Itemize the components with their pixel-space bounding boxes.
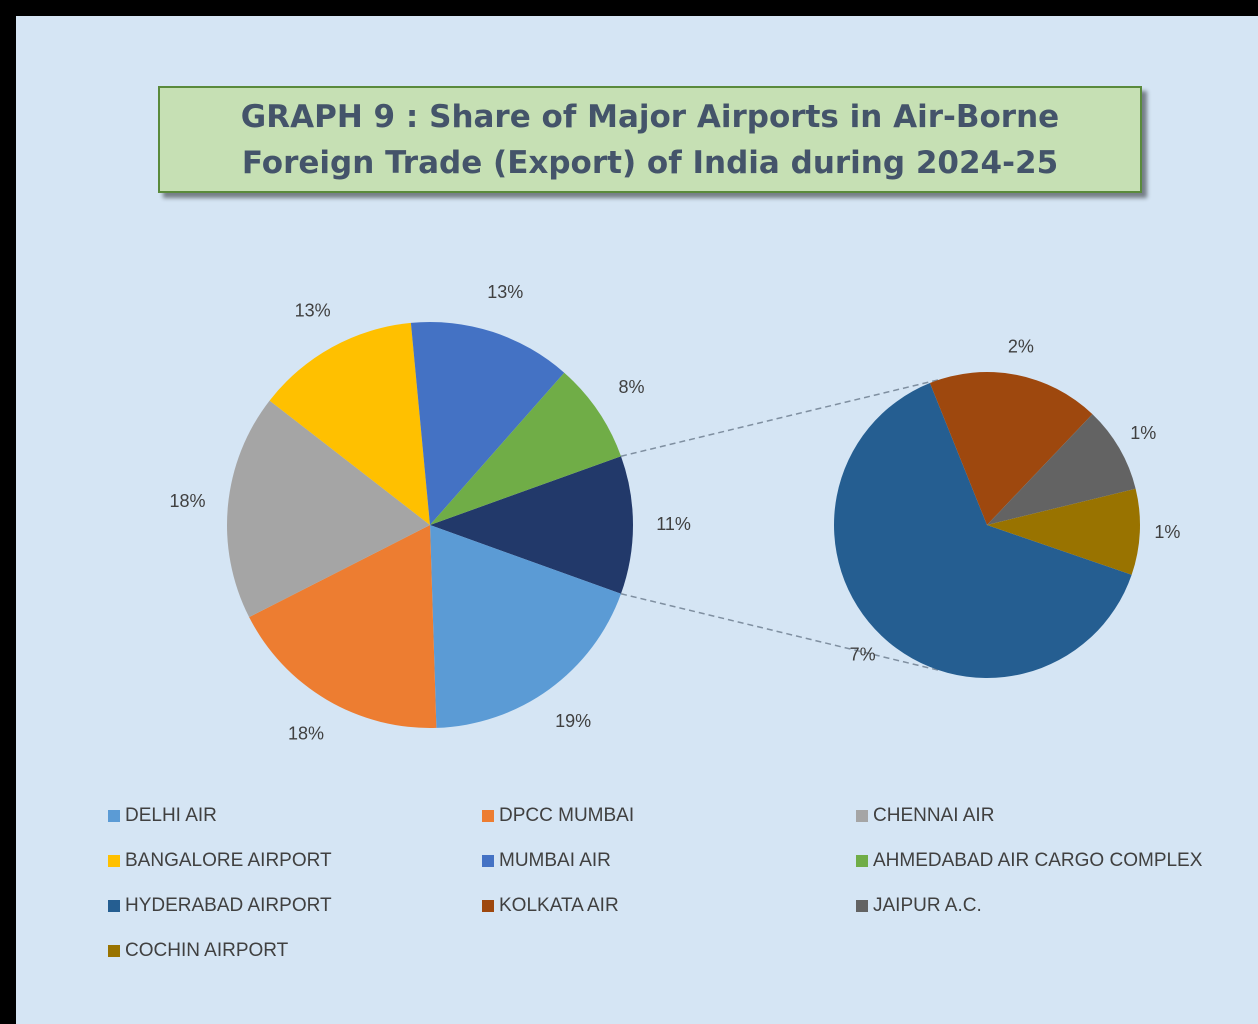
- legend-swatch: [856, 810, 868, 822]
- pie-slice: [430, 456, 633, 594]
- legend-swatch: [856, 855, 868, 867]
- legend-swatch: [108, 810, 120, 822]
- data-label: 8%: [618, 377, 644, 397]
- pie-slice: [987, 488, 1140, 575]
- legend-swatch: [108, 945, 120, 957]
- data-label: 13%: [487, 282, 523, 302]
- connector-line: [620, 593, 940, 672]
- legend-swatch: [108, 855, 120, 867]
- pie-slice: [430, 372, 621, 525]
- legend-label: BANGALORE AIRPORT: [125, 850, 332, 871]
- pie-slice: [410, 322, 565, 525]
- legend-swatch: [482, 900, 494, 912]
- pie-slice: [987, 414, 1136, 525]
- data-label: 7%: [850, 645, 876, 665]
- legend-label: MUMBAI AIR: [499, 850, 611, 871]
- legend-label: JAIPUR A.C.: [873, 895, 982, 916]
- legend-label: KOLKATA AIR: [499, 895, 619, 916]
- pie-slice: [269, 322, 430, 525]
- data-label: 1%: [1130, 423, 1156, 443]
- data-label: 18%: [288, 723, 324, 743]
- data-label: 11%: [656, 514, 691, 534]
- data-label: 19%: [555, 711, 591, 731]
- legend-swatch: [108, 900, 120, 912]
- legend-label: CHENNAI AIR: [873, 805, 994, 826]
- legend-label: HYDERABAD AIRPORT: [125, 895, 332, 916]
- chart-title: GRAPH 9 : Share of Major Airports in Air…: [158, 86, 1142, 193]
- legend-label: COCHIN AIRPORT: [125, 940, 289, 961]
- data-label: 13%: [295, 300, 331, 320]
- data-label: 1%: [1154, 522, 1180, 542]
- pie-slice: [226, 400, 430, 618]
- pie-slice: [833, 383, 1132, 678]
- data-label: 2%: [1008, 336, 1034, 356]
- legend-swatch: [856, 900, 868, 912]
- pie-slice: [430, 525, 621, 728]
- legend-swatch: [482, 855, 494, 867]
- pie-slice: [929, 372, 1093, 525]
- legend-swatch: [482, 810, 494, 822]
- pie-slice: [249, 525, 437, 728]
- legend-label: DPCC MUMBAI: [499, 805, 634, 826]
- connector-line: [620, 378, 940, 457]
- data-label: 18%: [169, 491, 205, 511]
- legend-label: DELHI AIR: [125, 805, 217, 826]
- legend-label: AHMEDABAD AIR CARGO COMPLEX: [873, 850, 1203, 871]
